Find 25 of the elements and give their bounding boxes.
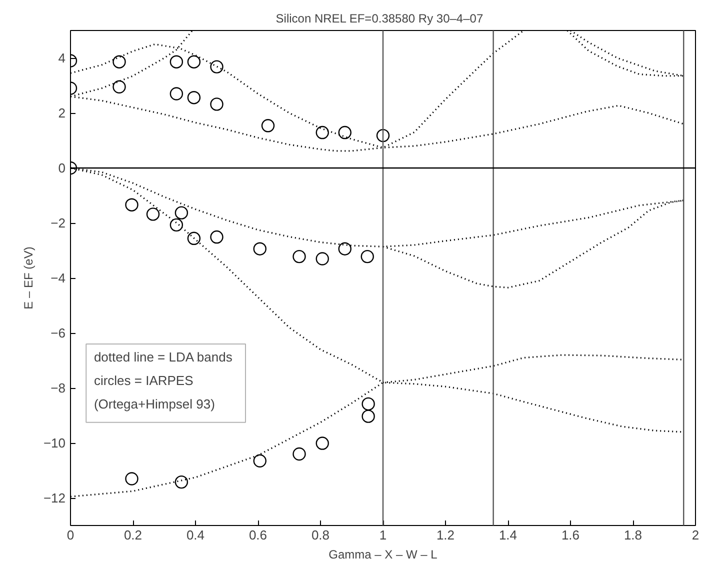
- annotation: circles = IARPES: [94, 372, 194, 388]
- x-tick-label: 0.2: [124, 528, 142, 542]
- y-tick-label: −4: [50, 270, 66, 286]
- y-tick-label: −12: [43, 490, 66, 506]
- x-tick-label: 1: [379, 528, 387, 542]
- annotation: (Ortega+Himpsel 93): [94, 396, 215, 412]
- x-tick-label: 1.4: [498, 528, 518, 542]
- x-tick-label: 1.2: [436, 528, 455, 542]
- x-tick-label: 0.4: [186, 528, 205, 542]
- x-tick-label: 1.8: [624, 528, 642, 542]
- y-axis-title: E – EF (eV): [21, 246, 36, 310]
- annotation: dotted line = LDA bands: [94, 350, 233, 364]
- y-tick-label: −10: [43, 436, 66, 450]
- chart-title: Silicon NREL EF=0.38580 Ry 30–4–07: [276, 12, 484, 26]
- x-tick-label: 2: [692, 528, 700, 542]
- y-tick-label: 0: [58, 160, 66, 176]
- y-tick-label: 2: [58, 106, 66, 120]
- y-tick-label: −8: [50, 380, 66, 396]
- x-tick-label: 0.8: [311, 528, 330, 542]
- x-tick-label: 1.6: [561, 528, 580, 542]
- y-tick-label: −2: [50, 216, 66, 230]
- x-axis-title: Gamma – X – W – L: [328, 548, 438, 562]
- x-tick-label: 0.6: [248, 528, 268, 542]
- y-tick-label: 4: [58, 50, 66, 66]
- y-tick-label: −6: [50, 326, 66, 340]
